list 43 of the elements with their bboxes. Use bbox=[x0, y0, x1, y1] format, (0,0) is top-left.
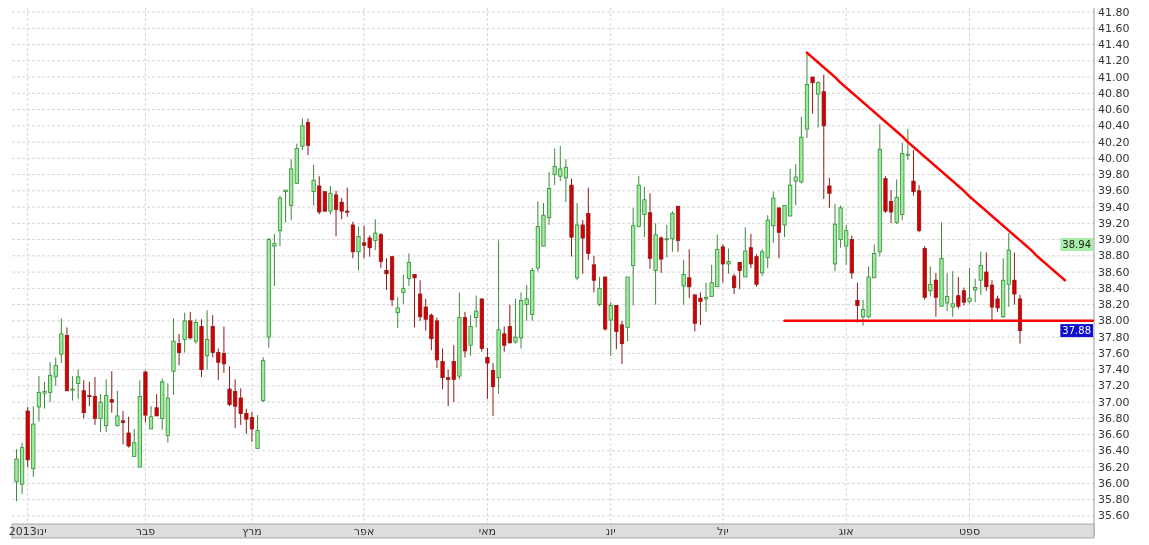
y-tick-label: 38.40 bbox=[1098, 281, 1130, 295]
y-tick-label: 39.40 bbox=[1098, 200, 1130, 214]
y-tick-label: 41.80 bbox=[1098, 5, 1130, 19]
x-tick-label: אוג bbox=[838, 525, 854, 538]
y-tick-label: 36.40 bbox=[1098, 444, 1130, 458]
annotation: 37.88 bbox=[1062, 325, 1091, 337]
y-tick-label: 36.80 bbox=[1098, 411, 1130, 425]
x-tick-label: יונ bbox=[605, 525, 616, 538]
x-tick-label: מרץ bbox=[242, 525, 262, 538]
x-tick-label: אפר bbox=[353, 525, 375, 538]
y-tick-label: 38.80 bbox=[1098, 249, 1130, 263]
y-tick-label: 36.20 bbox=[1098, 460, 1130, 474]
y-tick-label: 38.60 bbox=[1098, 265, 1130, 279]
y-tick-label: 39.20 bbox=[1098, 216, 1130, 230]
y-tick-label: 38.20 bbox=[1098, 298, 1130, 312]
y-tick-label: 39.80 bbox=[1098, 168, 1130, 182]
y-tick-label: 37.40 bbox=[1098, 363, 1130, 377]
y-tick-label: 39.60 bbox=[1098, 184, 1130, 198]
y-tick-label: 40.00 bbox=[1098, 151, 1130, 165]
y-tick-label: 40.40 bbox=[1098, 119, 1130, 133]
y-tick-label: 35.80 bbox=[1098, 493, 1130, 507]
y-tick-label: 37.80 bbox=[1098, 330, 1130, 344]
x-tick-label: 2013ינו bbox=[8, 525, 47, 538]
y-tick-label: 41.00 bbox=[1098, 70, 1130, 84]
x-tick-label: יול bbox=[717, 525, 729, 538]
y-tick-label: 36.00 bbox=[1098, 476, 1130, 490]
y-tick-label: 36.60 bbox=[1098, 428, 1130, 442]
y-tick-label: 41.60 bbox=[1098, 21, 1130, 35]
y-tick-label: 40.80 bbox=[1098, 86, 1130, 100]
y-tick-label: 40.60 bbox=[1098, 103, 1130, 117]
y-tick-label: 41.40 bbox=[1098, 38, 1130, 52]
y-tick-label: 38.00 bbox=[1098, 314, 1130, 328]
x-tick-label: מאי bbox=[478, 525, 497, 538]
y-tick-label: 35.60 bbox=[1098, 509, 1130, 523]
x-tick-label: ספט bbox=[958, 525, 981, 538]
y-tick-label: 37.00 bbox=[1098, 395, 1130, 409]
y-tick-label: 37.20 bbox=[1098, 379, 1130, 393]
y-tick-label: 41.20 bbox=[1098, 54, 1130, 68]
y-tick-label: 37.60 bbox=[1098, 346, 1130, 360]
annotation: 38.94 bbox=[1062, 238, 1091, 250]
x-tick-label: פבר bbox=[135, 525, 156, 538]
y-tick-label: 39.00 bbox=[1098, 233, 1130, 247]
y-tick-label: 40.20 bbox=[1098, 135, 1130, 149]
